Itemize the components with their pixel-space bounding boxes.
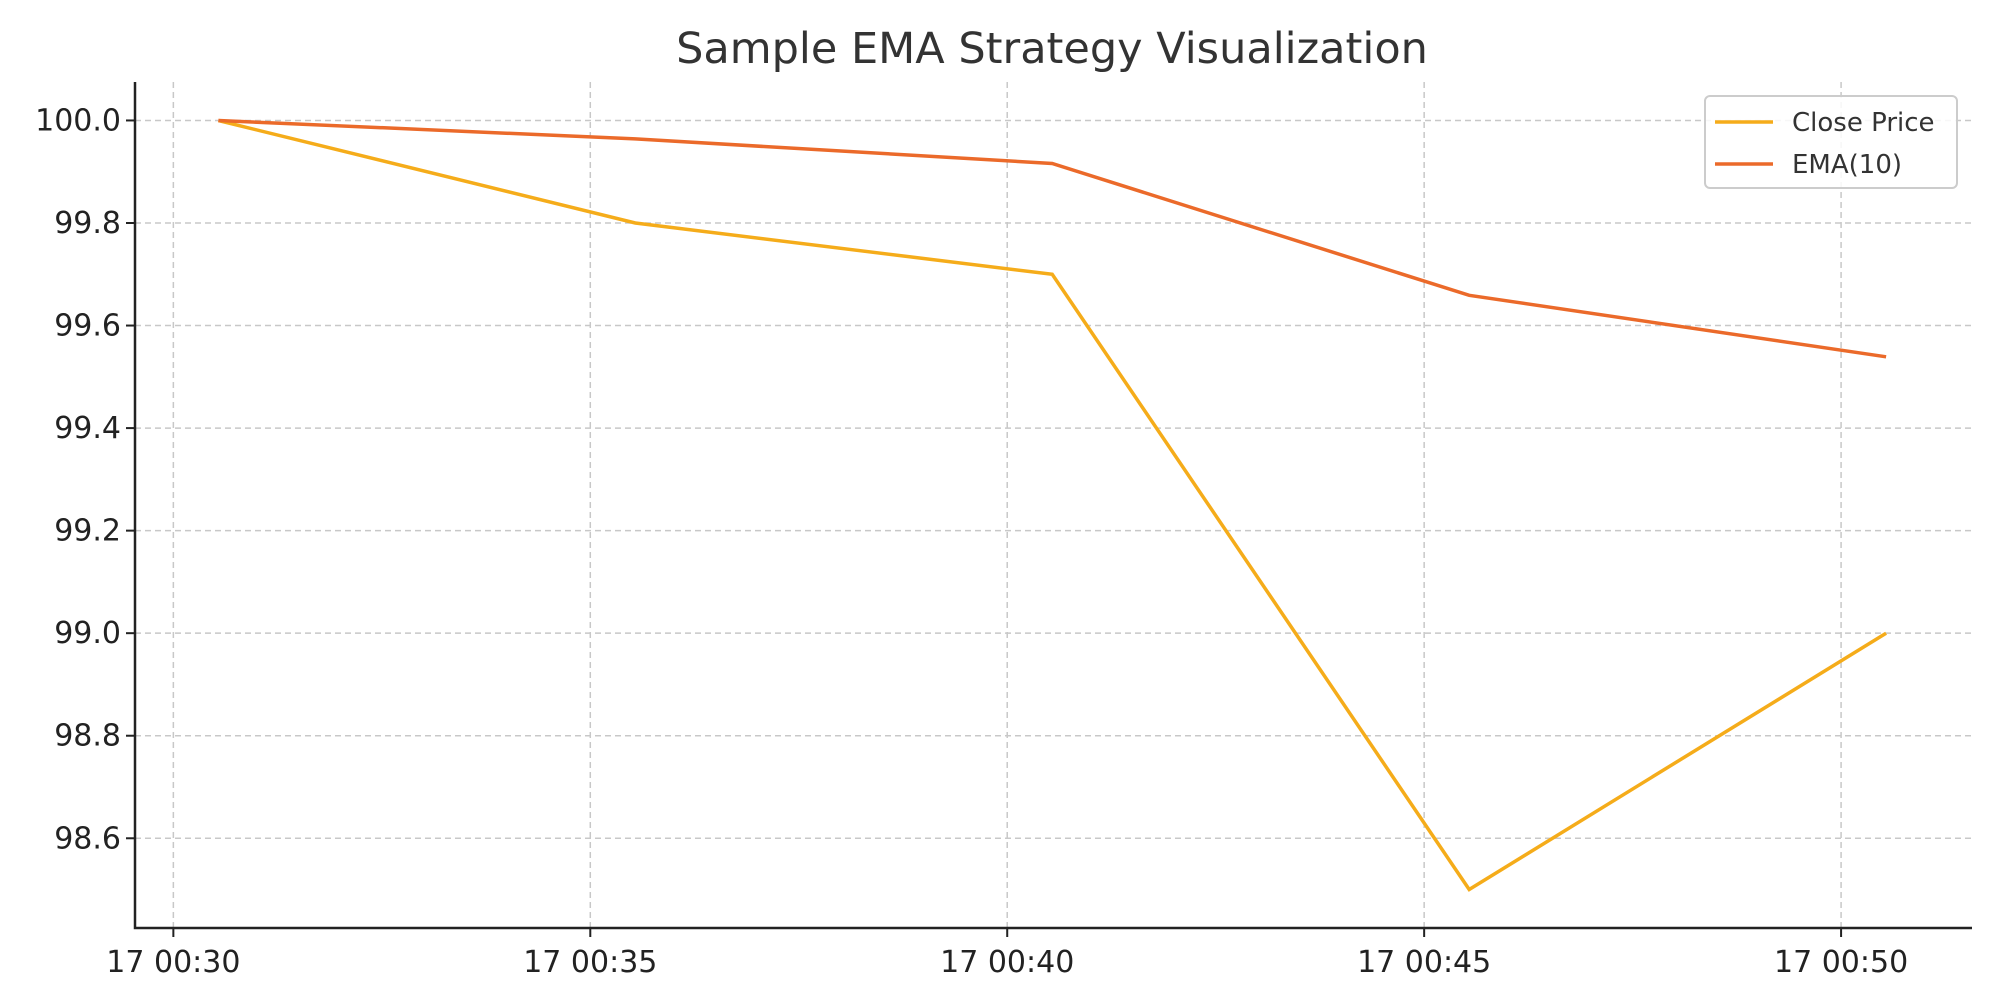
legend-label: Close Price xyxy=(1792,108,1935,138)
grid-lines xyxy=(135,82,1972,928)
y-tick-label: 99.8 xyxy=(54,206,121,241)
series-line-close-price xyxy=(217,118,1888,892)
x-tick-label: 17 00:50 xyxy=(1774,945,1908,980)
legend: Close Price EMA(10) xyxy=(1704,95,1958,189)
y-tick-label: 99.4 xyxy=(54,411,121,446)
x-tick-label: 17 00:35 xyxy=(523,945,657,980)
x-tick-label: 17 00:30 xyxy=(106,945,240,980)
series-line-ema-10 xyxy=(218,118,1887,359)
chart-title: Sample EMA Strategy Visualization xyxy=(676,24,1428,74)
y-tick-label: 99.2 xyxy=(54,514,121,549)
y-tick-label: 100.0 xyxy=(35,103,121,138)
legend-label: EMA(10) xyxy=(1792,150,1902,180)
y-tick-label: 99.6 xyxy=(54,309,121,344)
x-tick-label: 17 00:40 xyxy=(940,945,1074,980)
y-tick-label: 98.8 xyxy=(54,719,121,754)
axis-spines xyxy=(133,82,1972,930)
axes: 17 00:30 17 00:35 17 00:40 17 00:45 17 00:50… xyxy=(35,82,1972,980)
series-lines xyxy=(217,118,1888,892)
x-tick-label: 17 00:45 xyxy=(1357,945,1491,980)
y-tick-label: 98.6 xyxy=(54,821,121,856)
y-tick-label: 99.0 xyxy=(54,616,121,651)
